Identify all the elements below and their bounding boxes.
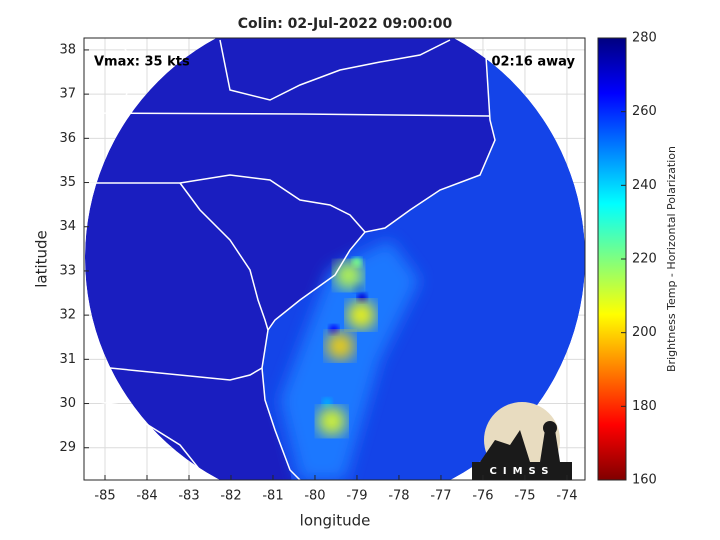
y-tick-label: 33 xyxy=(59,263,76,278)
y-tick-label: 35 xyxy=(59,175,76,190)
storm-band xyxy=(280,240,420,480)
colorbar-tick-label: 180 xyxy=(632,399,657,414)
y-tick-label: 38 xyxy=(59,42,76,57)
logo-text: CIMSS xyxy=(490,466,555,477)
colorbar-tick-label: 160 xyxy=(632,473,657,488)
axes-frame xyxy=(83,37,586,481)
x-tick-label: -80 xyxy=(304,489,325,504)
brightness-cell xyxy=(334,261,363,290)
annotation: Vmax: 35 kts xyxy=(94,55,190,70)
ocean xyxy=(262,38,585,480)
colorbar-tick-label: 280 xyxy=(632,31,657,46)
colorbar-label: Brightness Temp - Horizontal Polarizatio… xyxy=(665,146,678,372)
y-tick-label: 30 xyxy=(59,396,76,411)
x-tick-label: -75 xyxy=(514,489,535,504)
x-tick-label: -77 xyxy=(430,489,451,504)
colorbar-tick-label: 240 xyxy=(632,178,657,193)
colorbar-tick-label: 200 xyxy=(632,325,657,340)
brightness-cell xyxy=(326,332,355,361)
x-axis-label: longitude xyxy=(300,512,371,530)
logo: CIMSS xyxy=(472,402,572,480)
x-tick-label: -81 xyxy=(262,489,283,504)
x-tick-label: -76 xyxy=(472,489,493,504)
x-tick-label: -82 xyxy=(220,489,241,504)
y-tick-label: 34 xyxy=(59,219,76,234)
y-axis-label: latitude xyxy=(33,230,51,288)
brightness-cell xyxy=(347,301,376,330)
y-tick-label: 29 xyxy=(59,440,76,455)
x-tick-label: -78 xyxy=(388,489,409,504)
y-tick-label: 32 xyxy=(59,308,76,323)
brightness-cell xyxy=(317,407,346,436)
x-tick-label: -83 xyxy=(178,489,199,504)
chart-title: Colin: 02-Jul-2022 09:00:00 xyxy=(238,16,453,32)
y-tick-label: 36 xyxy=(59,131,76,146)
x-tick-label: -79 xyxy=(346,489,367,504)
brightness-cell xyxy=(357,292,368,303)
borders xyxy=(84,38,496,480)
annotation: 02:16 away xyxy=(491,55,575,70)
y-tick-label: 31 xyxy=(59,352,76,367)
x-tick-label: -74 xyxy=(556,489,577,504)
colorbar-tick-label: 220 xyxy=(632,252,657,267)
brightness-cell xyxy=(322,397,333,408)
x-tick-label: -84 xyxy=(136,489,157,504)
brightness-cell xyxy=(328,324,339,335)
colorbar-tick-label: 260 xyxy=(632,104,657,119)
x-tick-label: -85 xyxy=(94,489,115,504)
map-layer xyxy=(84,38,585,480)
y-tick-label: 37 xyxy=(59,87,76,102)
